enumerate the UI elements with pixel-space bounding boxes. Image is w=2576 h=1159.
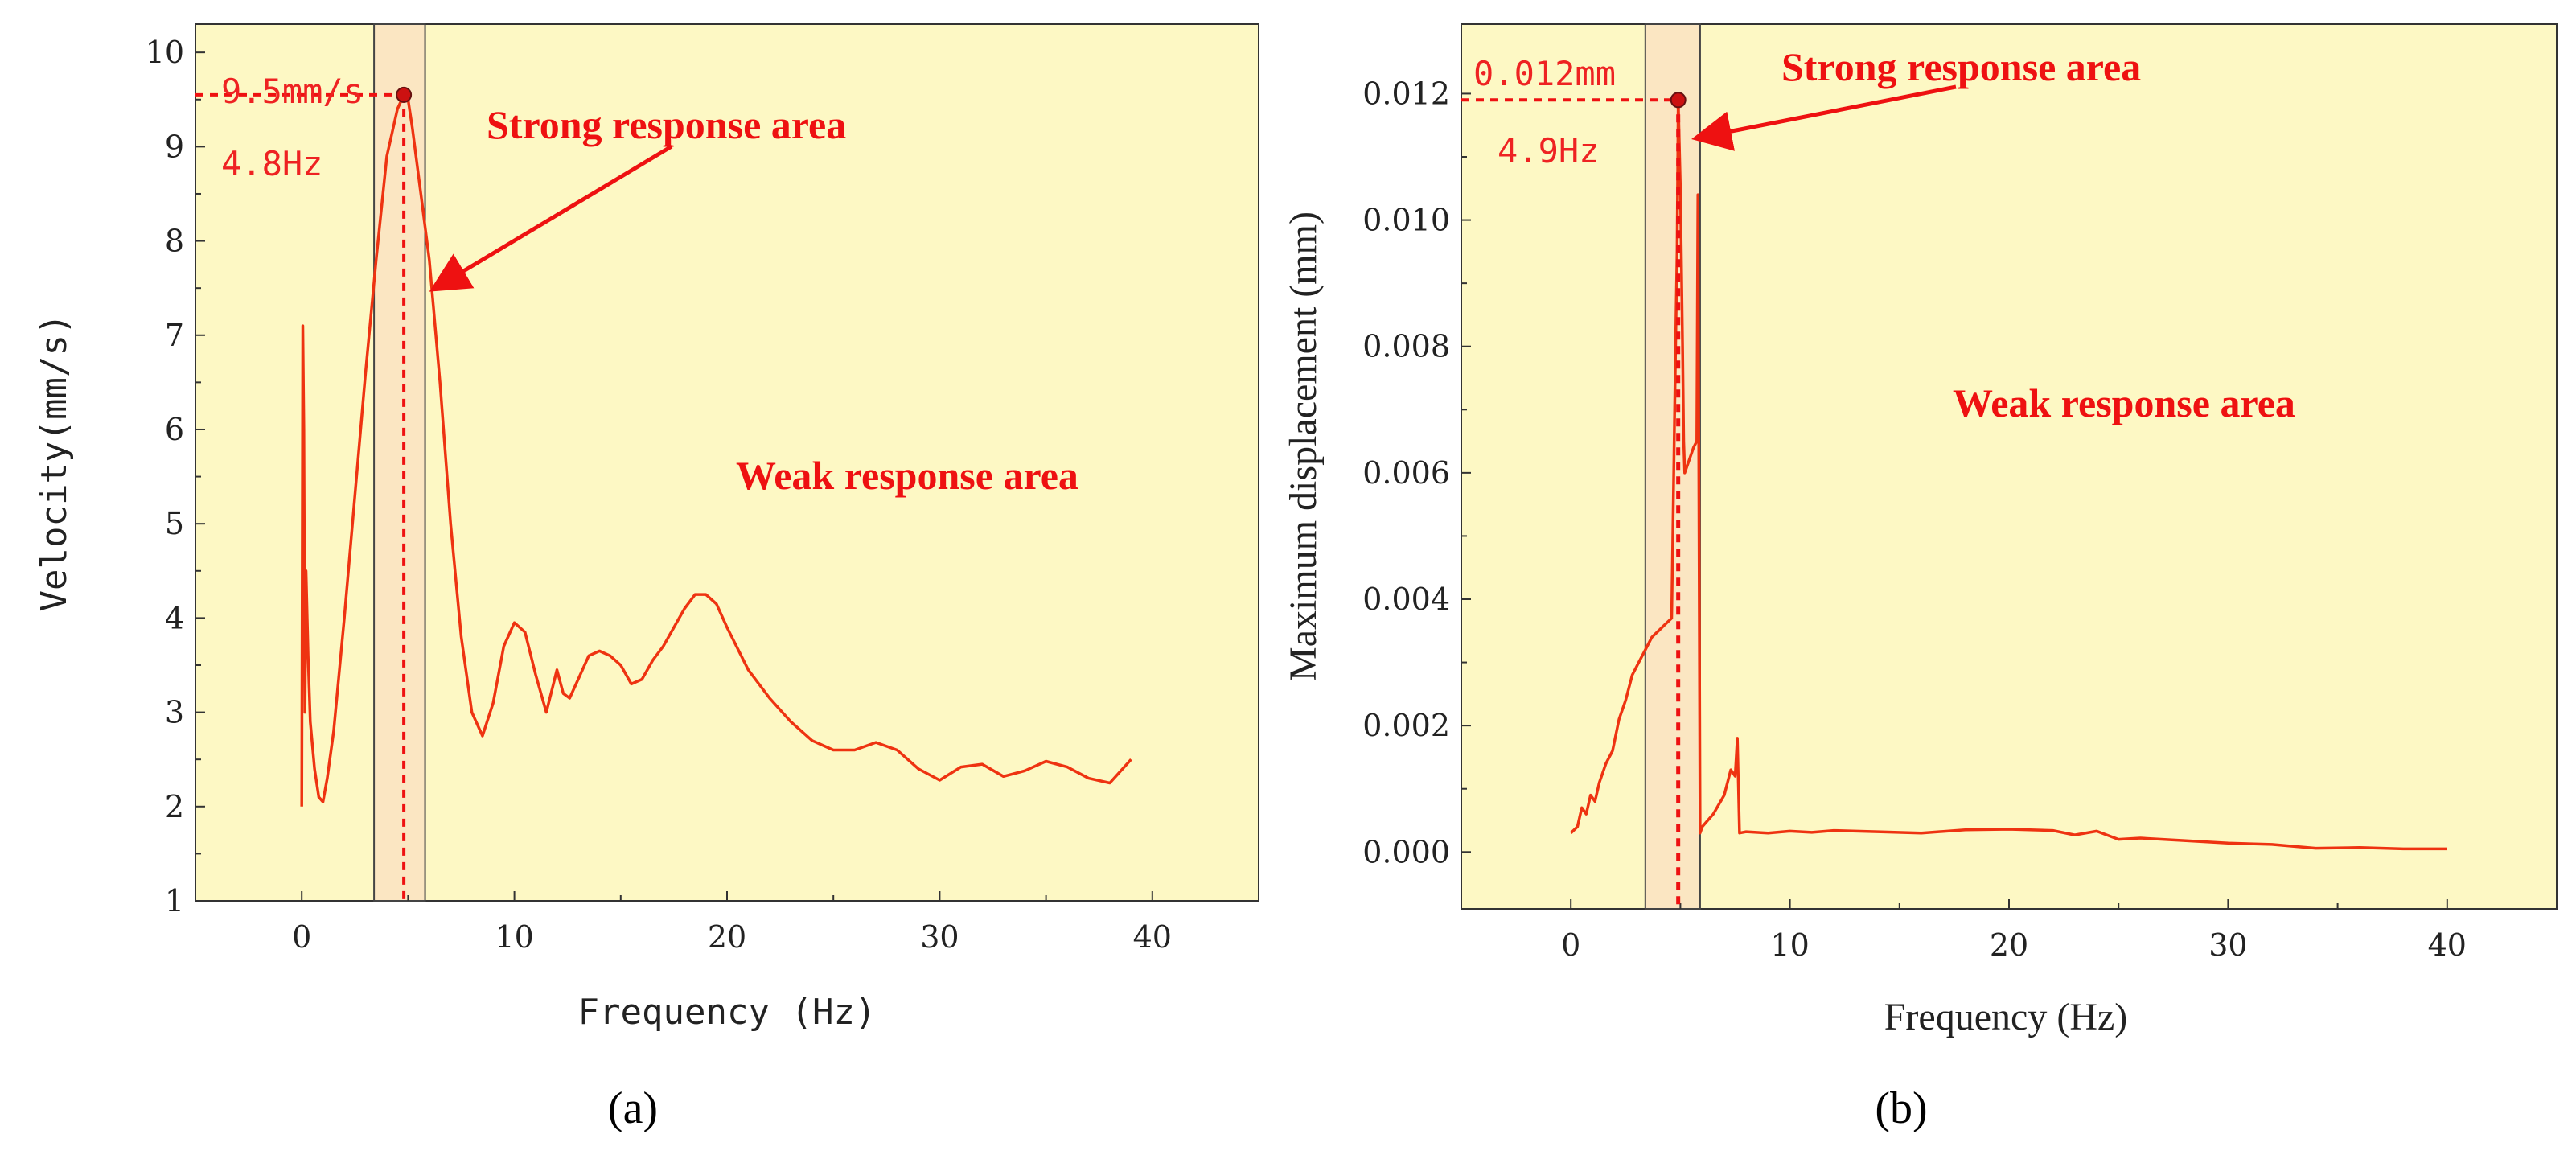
peak-freq-label-a: 4.8Hz <box>221 144 323 183</box>
y-tick-label: 3 <box>165 695 184 730</box>
y-tick-label: 0.006 <box>1362 455 1450 491</box>
y-ticks-b: 0.000 0.002 0.004 0.006 0.008 0.010 0.012 <box>1362 76 1471 869</box>
x-axis-title-b: Frequency (Hz) <box>1884 996 2128 1038</box>
x-tick-label: 20 <box>1990 927 2028 963</box>
x-tick-label: 10 <box>495 919 533 955</box>
y-tick-label: 4 <box>165 600 184 635</box>
y-tick-label: 10 <box>146 35 184 70</box>
peak-freq-label-b: 4.9Hz <box>1498 131 1599 171</box>
x-tick-label: 0 <box>292 919 311 955</box>
y-tick-label: 9 <box>165 129 184 164</box>
y-axis-title-a: Velocity(mm/s) <box>34 314 75 612</box>
strong-response-arrow-a <box>429 144 673 292</box>
y-tick-label: 6 <box>165 412 184 447</box>
y-tick-label: 0.002 <box>1362 708 1450 743</box>
series-line-velocity <box>300 93 1132 807</box>
strong-response-arrow-b <box>1691 84 1957 151</box>
y-tick-label: 1 <box>165 883 184 919</box>
x-tick-label: 30 <box>920 919 959 955</box>
panel-a: 1 2 3 4 5 6 7 8 9 10 0 10 20 30 40 9.5mm/s 4.8Hz Stro… <box>34 23 1259 1133</box>
y-axis-title-b: Maximum displacement (mm) <box>1282 212 1325 681</box>
caption-a: (a) <box>608 1083 658 1133</box>
y-tick-label: 0.000 <box>1362 834 1450 869</box>
strong-response-label-a: Strong response area <box>487 102 846 147</box>
x-tick-label: 40 <box>2428 927 2467 963</box>
x-tick-label: 30 <box>2208 927 2247 963</box>
x-tick-label: 0 <box>1561 927 1580 963</box>
x-tick-label: 20 <box>708 919 746 955</box>
strong-response-label-b: Strong response area <box>1781 44 2141 89</box>
caption-b: (b) <box>1875 1083 1927 1133</box>
peak-value-label-b: 0.012mm <box>1473 54 1616 93</box>
x-axis-title-a: Frequency (Hz) <box>578 992 877 1033</box>
y-tick-label: 7 <box>165 318 184 353</box>
peak-value-label-a: 9.5mm/s <box>221 72 364 111</box>
plot-area-b <box>1461 23 2558 910</box>
plot-area-a <box>195 23 1259 902</box>
peak-marker-b <box>1670 92 1687 109</box>
y-tick-label: 5 <box>165 506 184 541</box>
y-tick-label: 8 <box>165 224 184 259</box>
peak-marker-a <box>396 86 413 103</box>
panel-b: 0.000 0.002 0.004 0.006 0.008 0.010 0.012 0 10 2… <box>1282 23 2558 1133</box>
y-tick-label: 0.004 <box>1362 582 1450 617</box>
x-ticks-b: 0 10 20 30 40 <box>1461 899 2558 963</box>
x-ticks-a: 0 10 20 30 40 <box>195 891 1259 955</box>
weak-response-label-b: Weak response area <box>1953 380 2295 425</box>
weak-response-label-a: Weak response area <box>736 453 1078 498</box>
y-ticks-a: 1 2 3 4 5 6 7 8 9 10 <box>146 35 205 919</box>
y-tick-label: 0.010 <box>1362 203 1450 238</box>
y-tick-label: 0.008 <box>1362 329 1450 364</box>
x-tick-label: 10 <box>1770 927 1809 963</box>
series-line-displacement <box>1569 98 2447 851</box>
band-a <box>373 23 426 902</box>
y-tick-label: 0.012 <box>1362 76 1450 111</box>
x-tick-label: 40 <box>1133 919 1172 955</box>
y-tick-label: 2 <box>165 789 184 824</box>
